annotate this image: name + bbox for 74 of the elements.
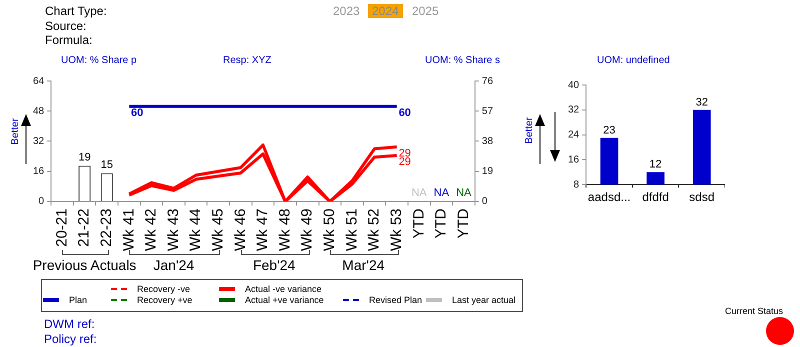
legend-label: Last year actual [452, 295, 516, 305]
text: Jan'24 [153, 257, 194, 273]
text: Chart Type: [45, 4, 107, 18]
x-tick-label: Wk 45 [210, 208, 227, 252]
y-tick-label: 8 [574, 179, 580, 190]
x-tick-label: 20-21 [53, 208, 70, 247]
text: NA [411, 187, 427, 200]
text: UOM: % Share s [425, 55, 500, 66]
data-label: 19 [78, 151, 91, 164]
text: NA [456, 187, 472, 200]
legend-label: Recovery -ve [137, 284, 190, 294]
y2-tick-label: 76 [482, 76, 494, 87]
data-label: 12 [649, 158, 662, 171]
data-label: 15 [100, 158, 114, 171]
text: Previous Actuals [32, 257, 136, 273]
text: UOM: undefined [597, 55, 670, 66]
x-tick-label: Wk 42 [142, 208, 160, 252]
y2-tick-label: 0 [482, 196, 488, 208]
legend-label: Actual -ve variance [245, 284, 322, 294]
text: Formula: [45, 33, 92, 47]
x-tick-label: Wk 53 [388, 208, 405, 252]
text: Mar'24 [342, 257, 385, 273]
source-note: Source: [45, 19, 86, 33]
x-tick-label: Wk 50 [321, 208, 338, 252]
text: UOM: % Share p [61, 55, 137, 66]
text: NA [434, 187, 450, 200]
data-label: 32 [696, 96, 708, 108]
x-tick-label: Wk 44 [187, 208, 204, 252]
data-label: 60 [131, 106, 144, 119]
y-tick-label: 40 [568, 80, 580, 91]
x-tick-label: YTD [410, 208, 428, 238]
y-axis-title: Better [524, 117, 535, 144]
x-tick-label: Wk 49 [298, 208, 316, 252]
y-tick-label: 0 [38, 196, 45, 208]
data-label: 60 [398, 106, 411, 119]
x-tick-label: Wk 47 [254, 208, 272, 252]
x-tick-label: Wk 43 [164, 208, 182, 252]
text: 2025 [412, 4, 439, 18]
x-tick-label: Wk 46 [232, 208, 249, 252]
text: Feb'24 [252, 257, 296, 273]
text: DWM ref: [44, 317, 95, 331]
x-tick-label: 21-22 [76, 208, 93, 247]
y-tick-label: 24 [568, 130, 580, 141]
y2-tick-label: 19 [482, 166, 494, 178]
x-tick-label: Wk 48 [276, 208, 294, 252]
data-label: 23 [603, 124, 616, 136]
legend-label: Actual +ve variance [245, 295, 324, 305]
y-tick-label: 16 [568, 154, 580, 166]
text: Current Status [725, 306, 784, 316]
x-tick-label: YTD [454, 208, 472, 238]
text: Policy ref: [44, 332, 97, 346]
x-tick-label: sdsd [689, 190, 715, 204]
text: Resp: XYZ [223, 55, 272, 66]
x-tick-label: dfdfd [642, 190, 669, 204]
legend-label: Recovery +ve [137, 295, 192, 305]
x-tick-label: 22-23 [98, 208, 116, 247]
y-tick-label: 64 [33, 76, 45, 87]
x-tick-label: Wk 41 [120, 208, 138, 252]
y-tick-label: 16 [33, 166, 45, 178]
y-tick-label: 32 [568, 104, 580, 116]
text: 2024 [368, 4, 403, 18]
y-axis-title: Better [10, 118, 21, 145]
legend-label: Plan [69, 295, 88, 305]
y-tick-label: 32 [33, 136, 45, 147]
y2-tick-label: 38 [482, 136, 494, 147]
y2-tick-label: 57 [482, 106, 494, 117]
x-tick-label: Wk 51 [343, 208, 360, 252]
x-tick-label: aadsd... [588, 190, 631, 204]
y-tick-label: 48 [33, 106, 45, 117]
data-label: 29 [398, 156, 411, 168]
x-tick-label: Wk 52 [366, 208, 383, 252]
legend-label: Revised Plan [369, 295, 422, 305]
x-tick-label: YTD [432, 208, 450, 238]
text: 2023 [333, 4, 360, 18]
